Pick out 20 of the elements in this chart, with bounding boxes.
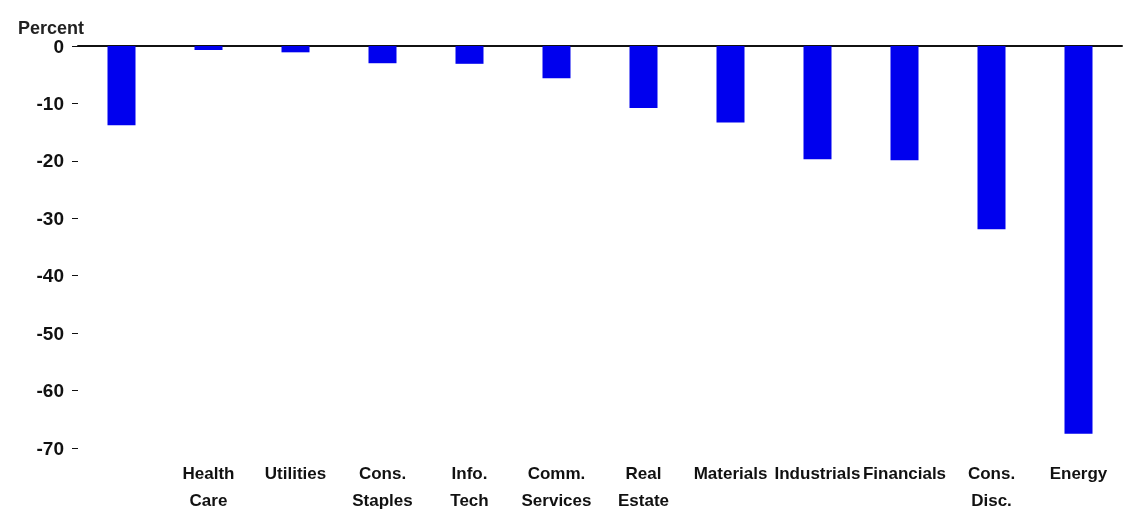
y-tick-label: 0 <box>53 35 64 57</box>
x-tick-label: Cons. Staples <box>352 464 413 510</box>
y-tick-label: -40 <box>36 265 64 287</box>
y-tick-label: -50 <box>36 322 64 344</box>
x-tick-label: Materials <box>693 464 768 483</box>
x-tick-label: Cons. Disc. <box>967 464 1016 510</box>
y-tick-label: -60 <box>36 380 64 402</box>
x-tick-label: Health Care <box>182 464 235 510</box>
x-tick-label: Financials <box>862 464 947 483</box>
x-tick-label: Comm. Services <box>521 464 592 510</box>
x-tick-label: Real Estate <box>617 464 670 510</box>
y-tick-label: -20 <box>36 150 64 172</box>
y-tick-label: -10 <box>36 92 64 114</box>
x-tick-label: Utilities <box>264 464 327 483</box>
y-tick-label: -30 <box>36 207 64 229</box>
x-tick-label: Info. Tech <box>450 464 489 510</box>
x-tick-label: Industrials <box>774 464 861 483</box>
y-tick-label: -70 <box>36 437 64 459</box>
y-axis-title: Percent <box>18 17 85 38</box>
x-tick-label: Energy <box>1049 464 1108 483</box>
